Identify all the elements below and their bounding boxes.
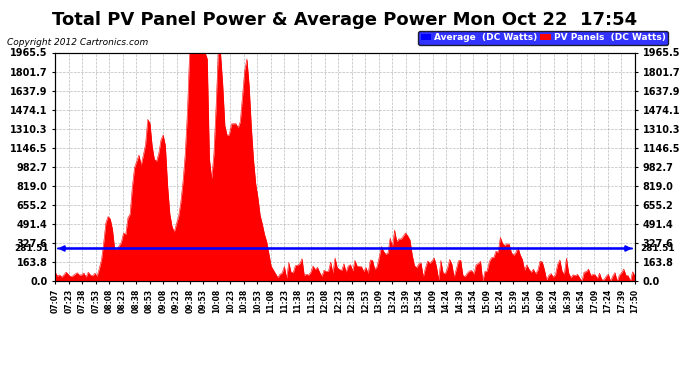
Legend: Average  (DC Watts), PV Panels  (DC Watts): Average (DC Watts), PV Panels (DC Watts) xyxy=(418,31,668,45)
Text: Copyright 2012 Cartronics.com: Copyright 2012 Cartronics.com xyxy=(7,38,148,47)
Text: 281.51: 281.51 xyxy=(14,244,48,253)
Text: Total PV Panel Power & Average Power Mon Oct 22  17:54: Total PV Panel Power & Average Power Mon… xyxy=(52,11,638,29)
Text: 281.51: 281.51 xyxy=(640,244,676,253)
